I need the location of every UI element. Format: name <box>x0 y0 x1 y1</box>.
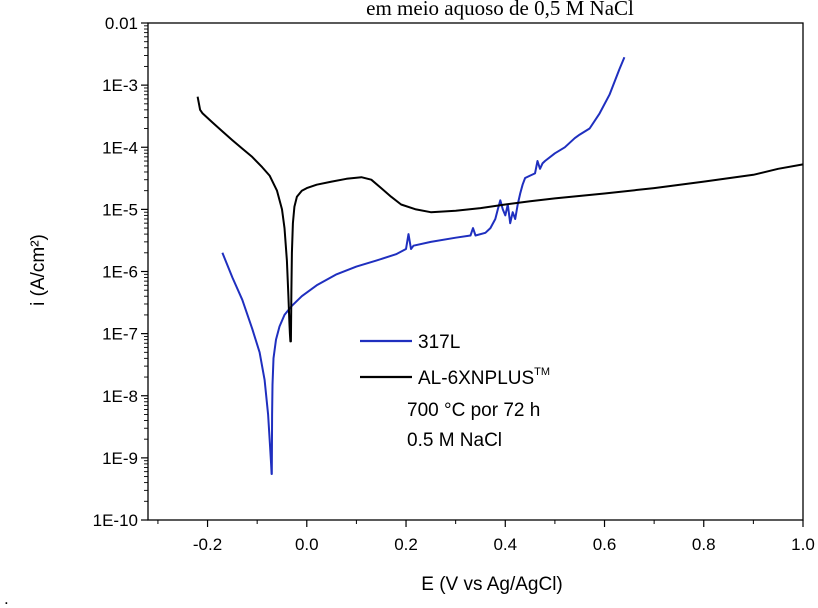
y-tick-label: 1E-8 <box>102 387 138 406</box>
y-axis: 1E-10 1E-9 1E-8 1E-7 1E-6 1E-5 1E-4 1E-3 0.01 <box>93 14 148 530</box>
y-tick-label: 1E-4 <box>102 138 138 157</box>
x-tick-label: 0.2 <box>394 535 418 554</box>
series-layer <box>196 56 804 475</box>
chart-title: em meio aquoso de 0,5 M NaCl <box>366 0 634 20</box>
x-axis: -0.2 0.0 0.2 0.4 0.6 0.8 1.0 <box>157 520 815 554</box>
x-tick-label: 0.0 <box>295 535 319 554</box>
legend-label-al6xnplus-sup: TM <box>534 366 550 378</box>
y-axis-label: i (A/cm²) <box>28 234 49 306</box>
footnote-mark: . <box>4 589 9 608</box>
legend-label-al6xnplus-name: AL-6XNPLUS <box>418 368 534 389</box>
series-line-0 <box>221 56 626 475</box>
x-axis-label: E (V vs Ag/AgCl) <box>421 574 563 595</box>
annotation-electrolyte: 0.5 M NaCl <box>407 430 502 451</box>
x-tick-label: -0.2 <box>193 535 222 554</box>
y-tick-label: 1E-3 <box>102 76 138 95</box>
y-tick-label: 1E-9 <box>102 449 138 468</box>
x-tick-label: 0.4 <box>493 535 517 554</box>
y-tick-label: 1E-6 <box>102 263 138 282</box>
y-tick-label: 0.01 <box>105 14 138 33</box>
x-tick-label: 0.6 <box>593 535 617 554</box>
y-tick-label: 1E-7 <box>102 325 138 344</box>
x-tick-label: 0.8 <box>692 535 716 554</box>
x-tick-label: 1.0 <box>791 535 815 554</box>
annotation-condition: 700 °C por 72 h <box>407 400 540 421</box>
series-line-1 <box>196 96 804 343</box>
y-tick-label: 1E-10 <box>93 511 138 530</box>
y-tick-label: 1E-5 <box>102 200 138 219</box>
legend-label-al6xnplus: AL-6XNPLUSTM <box>418 366 550 389</box>
legend-label-317l: 317L <box>418 332 460 353</box>
legend: 317L AL-6XNPLUSTM <box>360 332 550 389</box>
